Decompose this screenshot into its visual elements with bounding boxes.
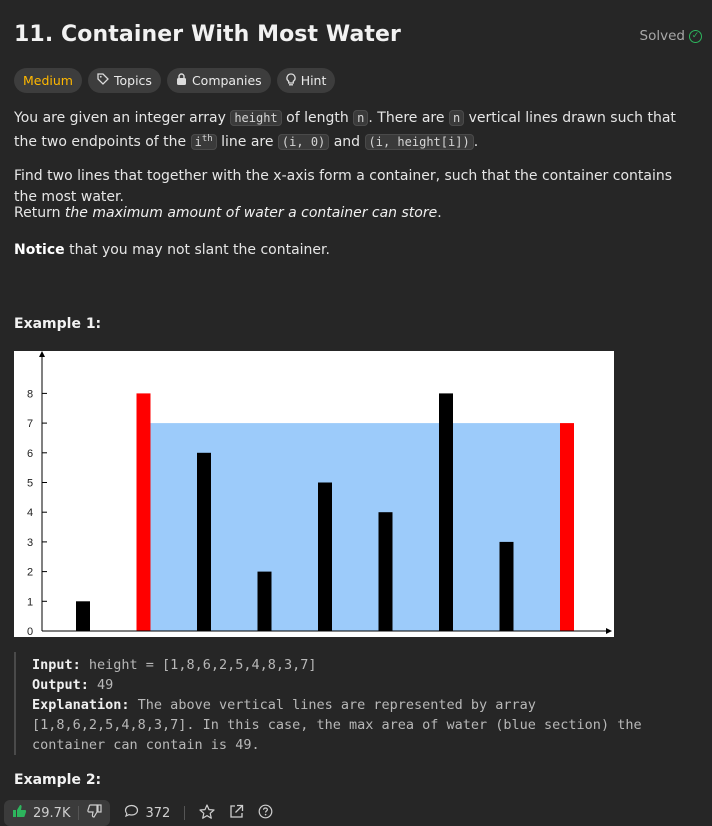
example-1-heading: Example 1: xyxy=(14,316,102,332)
y-tick-label-8: 8 xyxy=(27,388,33,400)
water-area xyxy=(150,423,560,631)
problem-header: 11. Container With Most Water Solved ✓ xyxy=(14,22,702,54)
x-axis-arrow xyxy=(606,628,612,634)
inline-code: n xyxy=(448,110,465,126)
y-tick-label-6: 6 xyxy=(27,448,33,460)
description-paragraph-1: You are given an integer array height of… xyxy=(14,110,676,150)
solved-label: Solved xyxy=(639,28,685,44)
y-tick-label-7: 7 xyxy=(27,418,33,430)
description-paragraph-4: Notice that you may not slant the contai… xyxy=(14,242,330,258)
companies-button[interactable]: Companies xyxy=(166,68,271,93)
divider xyxy=(78,806,80,820)
bar-6 xyxy=(439,393,453,631)
share-icon[interactable] xyxy=(229,804,244,823)
inline-code: height xyxy=(230,110,282,126)
tag-icon xyxy=(97,73,109,88)
example-1-block: Input: height = [1,8,6,2,5,4,8,3,7] Outp… xyxy=(14,652,674,755)
comments-count: 372 xyxy=(145,805,171,821)
y-tick-label-3: 3 xyxy=(27,537,33,549)
check-circle-icon: ✓ xyxy=(689,29,702,43)
y-tick-label-1: 1 xyxy=(27,596,33,608)
thumbs-down-icon[interactable] xyxy=(87,804,103,822)
comment-icon xyxy=(124,804,139,822)
example-2-heading: Example 2: xyxy=(14,772,102,788)
likes-count: 29.7K xyxy=(33,805,71,821)
bar-2 xyxy=(197,452,211,631)
inline-code: ith xyxy=(190,134,217,150)
bar-8 xyxy=(560,423,574,631)
page-title: 11. Container With Most Water xyxy=(14,22,401,47)
question-icon[interactable] xyxy=(258,804,273,823)
tag-bar: Medium Topics Companies Hint xyxy=(14,68,336,93)
description-paragraph-2: Find two lines that together with the x-… xyxy=(14,168,673,205)
comments-button[interactable]: 372 xyxy=(124,804,170,822)
bar-3 xyxy=(257,571,272,631)
bar-4 xyxy=(318,482,332,631)
lock-icon xyxy=(176,73,187,88)
y-tick-label-4: 4 xyxy=(27,507,33,519)
bar-0 xyxy=(76,601,90,631)
description-paragraph-3: Return the maximum amount of water a con… xyxy=(14,205,442,221)
thumbs-up-icon[interactable] xyxy=(12,804,27,822)
bar-chart-svg: 0 1 2 3 4 5 6 7 8 xyxy=(27,351,612,637)
solved-status: Solved ✓ xyxy=(640,28,702,44)
y-tick-label-2: 2 xyxy=(27,567,33,579)
difficulty-badge: Medium xyxy=(14,68,82,93)
footer-toolbar: 29.7K 372 xyxy=(0,800,712,826)
y-axis-arrow xyxy=(39,351,45,357)
star-icon[interactable] xyxy=(199,803,215,823)
example-1-chart: 0 1 2 3 4 5 6 7 8 xyxy=(14,351,614,637)
bar-7 xyxy=(499,541,514,631)
divider xyxy=(184,806,186,820)
hint-button[interactable]: Hint xyxy=(276,68,336,93)
y-tick-label-0: 0 xyxy=(27,626,33,637)
bar-5 xyxy=(378,512,393,631)
bar-1 xyxy=(136,393,151,631)
inline-code: (i, 0) xyxy=(277,134,330,150)
inline-code: (i, height[i]) xyxy=(364,134,474,150)
lightbulb-icon xyxy=(286,72,296,89)
y-tick-label-5: 5 xyxy=(27,478,33,490)
like-dislike-group: 29.7K xyxy=(4,800,111,826)
topics-button[interactable]: Topics xyxy=(87,68,161,93)
inline-code: n xyxy=(353,110,369,126)
